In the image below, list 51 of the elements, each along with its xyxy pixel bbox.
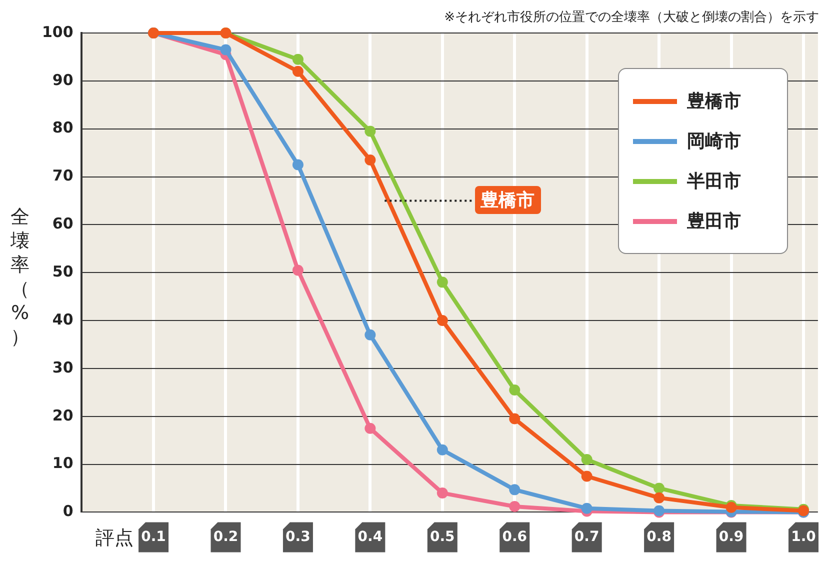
annotation: 豊橋市 (474, 186, 541, 214)
x-tick-label: 0.3 (286, 529, 310, 546)
point (292, 159, 304, 170)
y-tick-label: 10 (52, 454, 74, 472)
y-axis-title: 全壊率（%） (10, 205, 30, 349)
y-tick-label: 0 (62, 502, 74, 520)
x-tick-label: 0.1 (141, 529, 166, 546)
x-tick-label: 0.4 (358, 529, 383, 546)
legend-label: 半田市 (687, 170, 741, 193)
y-tick-label: 50 (52, 262, 74, 280)
point (581, 502, 592, 514)
point (220, 44, 232, 56)
x-tick-label: 0.8 (646, 529, 672, 546)
point (364, 154, 376, 166)
point (654, 482, 665, 494)
y-tick-label: 80 (52, 118, 74, 137)
y-tick-label: 60 (52, 214, 74, 233)
point (364, 422, 376, 434)
x-tick-label: 1.0 (791, 529, 816, 546)
point (436, 488, 448, 499)
y-tick-label: 100 (42, 22, 74, 41)
x-tick-label: 0.9 (718, 529, 744, 546)
point (654, 492, 665, 504)
y-tick-label: 30 (52, 358, 74, 376)
point (509, 500, 520, 512)
y-tick-label: 40 (52, 310, 74, 328)
point (581, 454, 592, 465)
legend-label: 岡崎市 (687, 130, 741, 153)
point (581, 470, 592, 482)
point (292, 54, 304, 65)
point (364, 329, 376, 340)
point (436, 276, 448, 288)
point (292, 66, 304, 77)
point (364, 126, 376, 137)
x-axis-title: 評点 (96, 527, 134, 550)
point (436, 315, 448, 326)
point (509, 484, 520, 496)
x-tick-label: 0.5 (430, 529, 455, 546)
y-tick-label: 90 (52, 70, 74, 89)
point (292, 264, 304, 276)
y-tick-label: 70 (52, 166, 74, 185)
x-tick-label: 0.2 (213, 529, 238, 546)
point (509, 384, 520, 396)
text: ※それぞれ市役所の位置での全壊率（大破と倒壊の割合）を示す (444, 9, 819, 26)
legend-label: 豊田市 (687, 210, 741, 233)
x-tick-label: 0.6 (502, 529, 528, 546)
legend-label: 豊橋市 (687, 90, 741, 113)
x-tick-label: 0.7 (574, 529, 600, 546)
point (436, 444, 448, 456)
point (509, 413, 520, 424)
y-tick-label: 20 (52, 406, 74, 424)
